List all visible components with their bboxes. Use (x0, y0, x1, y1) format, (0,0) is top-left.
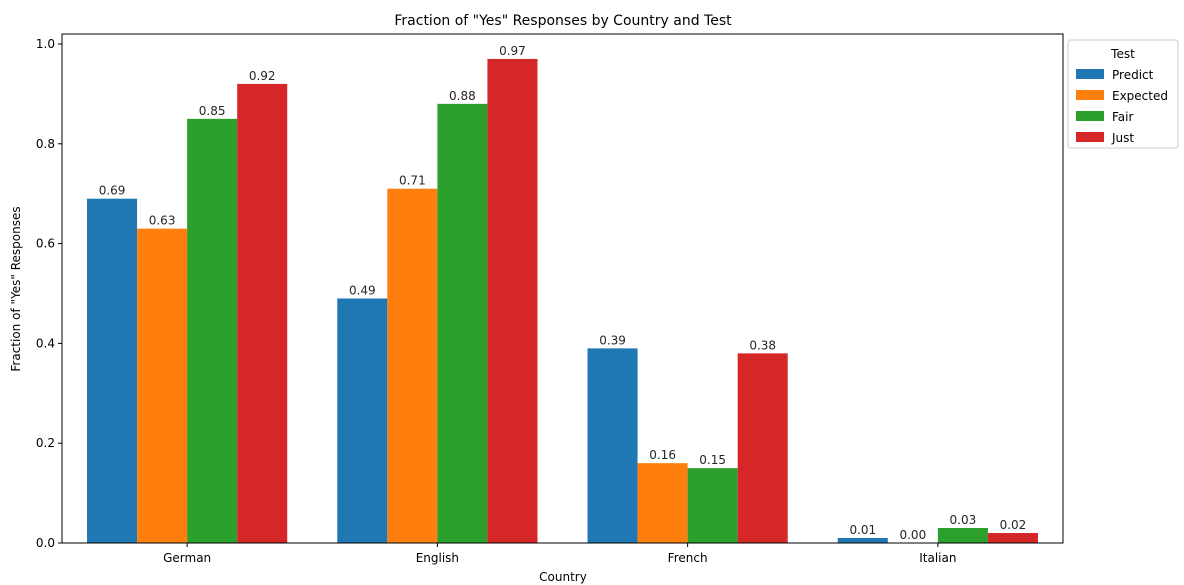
data-label-just-italian: 0.02 (1000, 518, 1027, 532)
y-tick-label: 0.6 (36, 237, 55, 251)
data-label-predict-english: 0.49 (349, 283, 376, 297)
data-label-predict-italian: 0.01 (849, 523, 876, 537)
bar-predict-french (587, 348, 638, 543)
y-tick-label: 0.2 (36, 436, 55, 450)
data-label-expected-italian: 0.00 (899, 528, 926, 542)
x-tick-label-german: German (163, 551, 211, 565)
bar-just-english (487, 58, 538, 543)
y-tick-label: 1.0 (36, 37, 55, 51)
bar-fair-german (187, 118, 238, 543)
legend-title: Test (1110, 47, 1135, 61)
bar-predict-italian (837, 538, 888, 543)
data-label-just-english: 0.97 (499, 44, 526, 58)
legend-swatch-fair (1076, 111, 1104, 121)
y-tick-label: 0.0 (36, 536, 55, 550)
x-tick-label-english: English (416, 551, 459, 565)
bar-expected-french (637, 463, 688, 543)
data-label-expected-english: 0.71 (399, 174, 426, 188)
bars-group (87, 58, 1038, 544)
legend: Test Predict Expected Fair Just (1067, 39, 1179, 149)
data-label-just-french: 0.38 (749, 338, 776, 352)
legend-swatch-predict (1076, 69, 1104, 79)
bar-just-french (737, 353, 788, 543)
data-label-fair-english: 0.88 (449, 89, 476, 103)
legend-swatch-just (1076, 132, 1104, 142)
data-label-fair-italian: 0.03 (950, 513, 977, 527)
bar-just-italian (987, 533, 1038, 543)
legend-label-just: Just (1111, 131, 1134, 145)
x-tick-label-italian: Italian (919, 551, 956, 565)
data-label-just-german: 0.92 (249, 69, 276, 83)
x-tick-label-french: French (668, 551, 708, 565)
data-label-predict-german: 0.69 (99, 184, 126, 198)
y-axis-label: Fraction of "Yes" Responses (9, 206, 23, 371)
bar-fair-french (687, 468, 738, 543)
legend-label-predict: Predict (1112, 68, 1154, 82)
bar-just-german (237, 83, 288, 544)
y-tick-label: 0.8 (36, 137, 55, 151)
plot-frame (61, 33, 1064, 544)
legend-label-fair: Fair (1112, 110, 1133, 124)
legend-swatch-expected (1076, 90, 1104, 100)
data-label-predict-french: 0.39 (599, 333, 626, 347)
bar-fair-english (437, 103, 488, 544)
bar-expected-german (137, 228, 188, 543)
legend-label-expected: Expected (1112, 89, 1168, 103)
data-label-expected-german: 0.63 (149, 214, 176, 228)
bar-expected-english (387, 188, 438, 543)
data-label-expected-french: 0.16 (649, 448, 676, 462)
data-label-fair-german: 0.85 (199, 104, 226, 118)
bar-fair-italian (937, 528, 988, 543)
data-labels-group: 0.69 0.63 0.85 0.92 0.49 0.71 0.88 0.97 0.39 0.16… (99, 44, 1027, 542)
bar-predict-german (87, 198, 138, 543)
y-tick-label: 0.4 (36, 336, 55, 350)
data-label-fair-french: 0.15 (699, 453, 726, 467)
x-axis-label: Country (539, 570, 587, 584)
bar-predict-english (337, 298, 388, 543)
chart-title: Fraction of "Yes" Responses by Country a… (394, 13, 732, 29)
axes-group: 0.0 0.2 0.4 0.6 0.8 1.0 German English French Ita… (36, 33, 1064, 565)
